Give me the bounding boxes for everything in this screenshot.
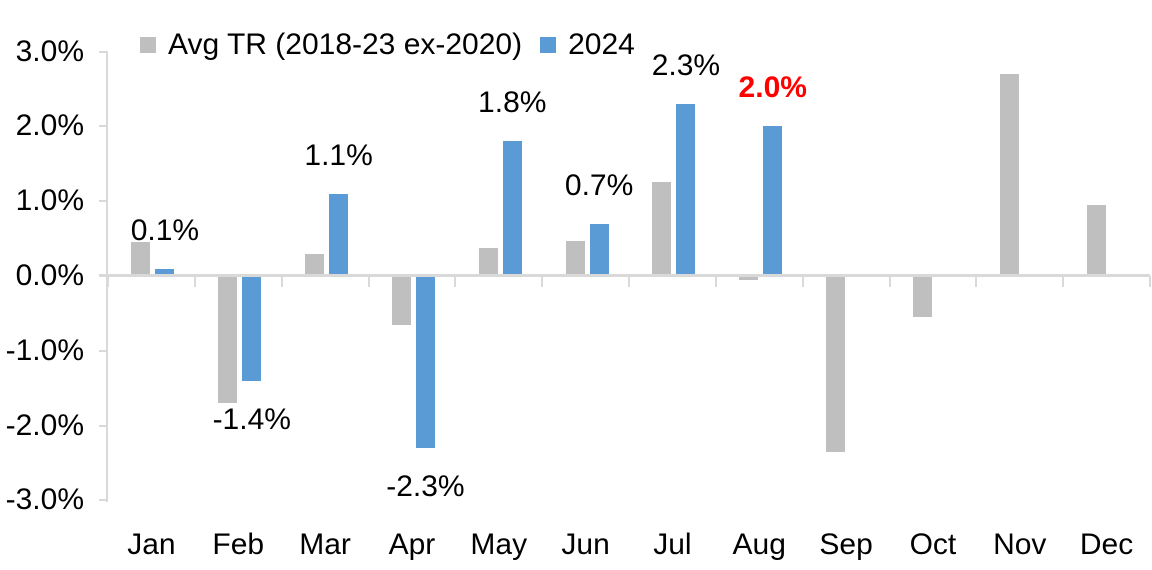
- bar-avg-jul: [652, 182, 672, 276]
- x-axis-tick: [454, 276, 457, 287]
- bar-2024-mar: [329, 193, 349, 276]
- y-axis-label-2.0%: 2.0%: [15, 109, 84, 143]
- y-axis-tick: [99, 349, 108, 352]
- legend: Avg TR (2018-23 ex-2020) 2024: [140, 28, 635, 62]
- bar-avg-sep: [826, 276, 846, 452]
- x-axis-label-mar: Mar: [299, 528, 351, 561]
- data-label-apr: -2.3%: [386, 470, 465, 504]
- bar-2024-jul: [676, 103, 696, 276]
- data-label-jan: 0.1%: [130, 213, 200, 247]
- x-axis-tick: [975, 276, 978, 287]
- data-label-aug: 2.0%: [738, 71, 807, 105]
- x-axis-label-jul: Jul: [653, 528, 692, 561]
- bar-avg-apr: [391, 276, 411, 325]
- x-axis-label-oct: Oct: [909, 528, 957, 561]
- y-axis-label--3.0%: -3.0%: [5, 483, 84, 517]
- legend-swatch-2024: [540, 37, 557, 53]
- bar-avg-may: [478, 247, 498, 276]
- x-axis-label-feb: Feb: [212, 528, 265, 561]
- x-axis-tick: [714, 276, 717, 287]
- bar-avg-dec: [1086, 204, 1106, 276]
- bar-2024-jan: [155, 268, 175, 276]
- x-axis-tick: [628, 276, 630, 287]
- x-axis-label-dec: Dec: [1079, 528, 1134, 561]
- bar-2024-may: [502, 141, 522, 276]
- x-axis-label-jan: Jan: [127, 528, 176, 561]
- data-label-may: 1.8%: [478, 86, 547, 120]
- x-axis-label-jun: Jun: [561, 528, 610, 561]
- x-axis-label-apr: Apr: [388, 528, 436, 561]
- data-label-jun: 0.7%: [564, 168, 634, 202]
- bar-2024-feb: [242, 276, 262, 381]
- y-axis-label--2.0%: -2.0%: [5, 408, 84, 442]
- bar-2024-apr: [415, 276, 435, 449]
- bar-avg-jan: [131, 242, 151, 276]
- data-label-feb: -1.4%: [212, 402, 291, 436]
- bar-avg-jun: [565, 240, 585, 276]
- bar-avg-oct: [912, 276, 932, 318]
- bar-avg-feb: [218, 276, 238, 404]
- legend-item-2024: 2024: [540, 28, 635, 62]
- x-axis-label-nov: Nov: [993, 528, 1047, 561]
- y-axis-tick: [99, 424, 108, 427]
- legend-label-avg: Avg TR (2018-23 ex-2020): [168, 28, 523, 61]
- y-axis-label--1.0%: -1.0%: [5, 333, 84, 367]
- y-axis-label-1.0%: 1.0%: [15, 184, 84, 218]
- y-axis-label-3.0%: 3.0%: [15, 34, 84, 68]
- bar-avg-mar: [305, 253, 325, 276]
- legend-label-2024: 2024: [568, 28, 635, 61]
- x-axis-tick: [541, 276, 544, 287]
- y-axis-label-0.0%: 0.0%: [15, 259, 84, 292]
- y-axis-tick: [99, 499, 108, 502]
- x-axis-tick: [193, 276, 196, 287]
- x-axis-tick: [888, 276, 891, 287]
- bar-avg-nov: [999, 73, 1019, 276]
- x-axis-tick: [280, 276, 283, 287]
- x-axis-label-may: May: [470, 528, 528, 561]
- x-axis-tick: [1062, 276, 1065, 287]
- x-axis-tick: [367, 276, 370, 287]
- y-axis-tick: [99, 125, 108, 128]
- x-axis-tick: [1149, 276, 1151, 287]
- x-axis-label-sep: Sep: [819, 528, 873, 561]
- x-axis-tick: [107, 276, 109, 287]
- legend-swatch-avg: [140, 37, 156, 53]
- legend-item-avg-tr: Avg TR (2018-23 ex-2020): [140, 28, 522, 62]
- bar-2024-jun: [589, 223, 609, 276]
- x-axis-tick: [801, 276, 804, 287]
- data-label-jul: 2.3%: [651, 48, 721, 82]
- bar-2024-aug: [763, 126, 783, 276]
- x-axis-line: [99, 274, 1150, 277]
- y-axis-tick: [99, 50, 108, 53]
- data-label-mar: 1.1%: [304, 138, 373, 172]
- y-axis-tick: [99, 200, 108, 203]
- bar-avg-aug: [739, 276, 759, 280]
- x-axis-label-aug: Aug: [732, 528, 786, 561]
